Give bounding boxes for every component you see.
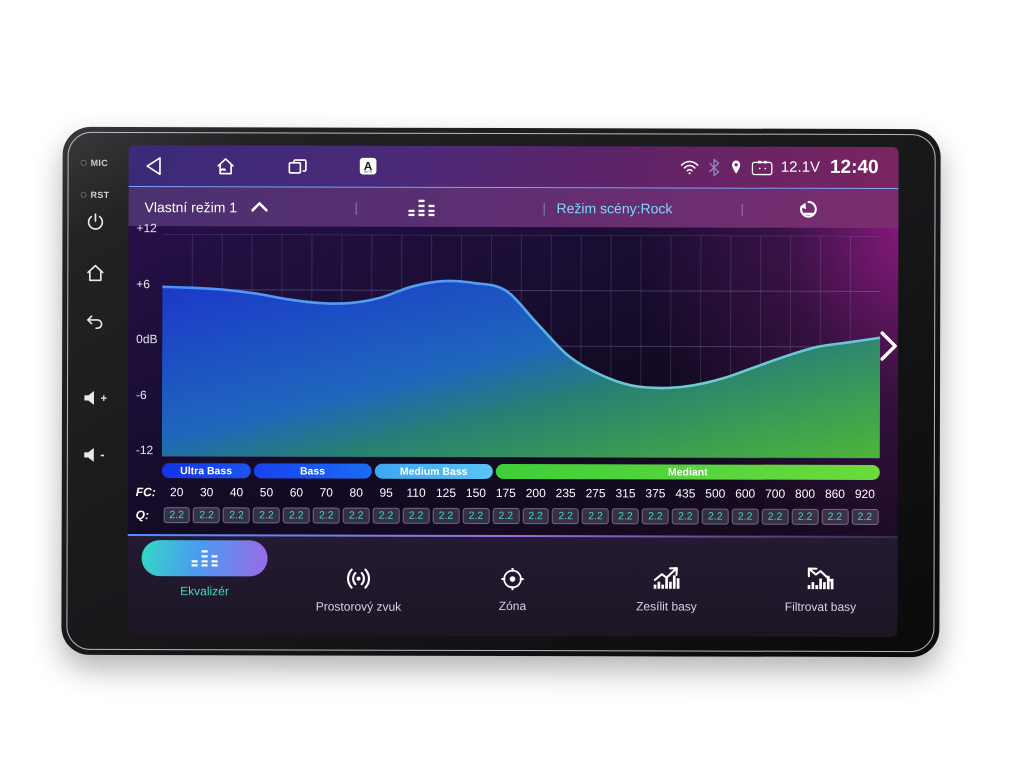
svg-text:+: + — [100, 393, 107, 405]
svg-text:-: - — [100, 447, 104, 462]
svg-text:AUTO: AUTO — [364, 170, 373, 174]
